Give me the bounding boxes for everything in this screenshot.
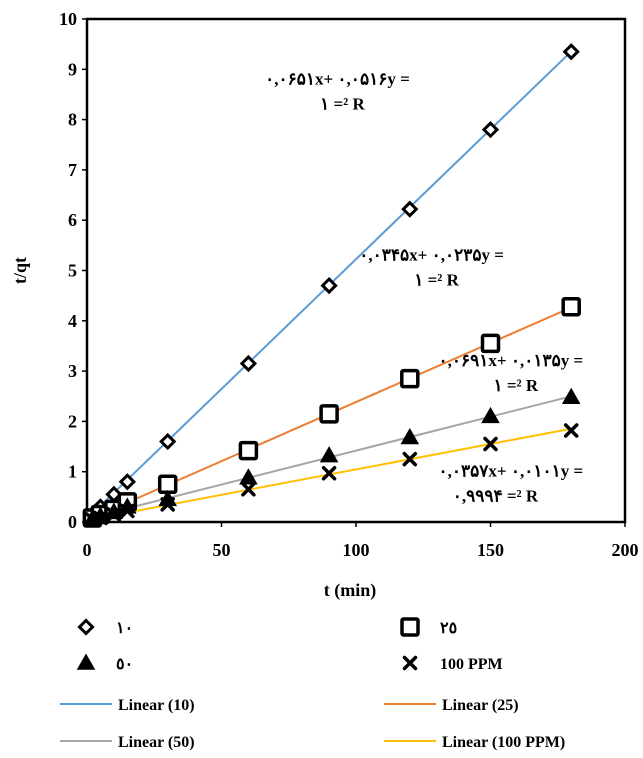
series-1-point [481, 121, 500, 139]
series-3-point [319, 446, 339, 463]
legend-marker-4 [402, 655, 418, 671]
x-tick-label: 0 [83, 540, 92, 560]
series-4-point [241, 482, 256, 497]
r2-annotation-2: ١ =² R [414, 270, 459, 289]
x-axis-title: t (min) [324, 580, 377, 601]
series-1-point [320, 276, 338, 295]
y-tick-label: 3 [68, 361, 77, 381]
legend-marker-1 [77, 618, 95, 636]
r2-annotation-1: ١ =² R [320, 94, 365, 113]
series-1-point [562, 43, 580, 61]
series-4-point [93, 510, 108, 526]
series-4-point [160, 497, 175, 512]
legend-marker-3 [76, 653, 96, 670]
legend-label-5: Linear (10) [118, 697, 195, 714]
series-4-point [563, 423, 579, 438]
legend-label-6: Linear (25) [442, 697, 519, 714]
series-1-point [118, 473, 136, 491]
legend-label-4: 100 PPM [440, 656, 503, 673]
series-3-point [239, 468, 258, 485]
series-2-point [561, 296, 581, 317]
r2-annotation-3: ١ =² R [493, 376, 538, 395]
series-4-point [402, 451, 418, 467]
series-1-point [239, 354, 258, 373]
y-tick-label: 9 [68, 59, 77, 79]
y-tick-label: 0 [68, 512, 77, 532]
y-tick-label: 2 [68, 411, 77, 431]
x-tick-label: 50 [213, 540, 231, 560]
legend-label-8: Linear (100 PPM) [442, 734, 565, 751]
legend-label-1: ١٠ [116, 620, 133, 637]
series-2-point [480, 333, 501, 354]
series-2-point [400, 368, 420, 389]
legend-label-7: Linear (50) [118, 734, 195, 751]
x-tick-label: 100 [343, 540, 370, 560]
y-tick-label: 6 [68, 210, 77, 230]
x-tick-label: 150 [477, 540, 504, 560]
series-4-point [106, 507, 122, 522]
y-tick-label: 7 [68, 160, 77, 180]
equation-annotation-2: ٠,٠٣۴۵x+ ٠,٠٢٣۵y = [359, 245, 504, 264]
series-3-point [561, 387, 581, 405]
legend-marker-2 [400, 617, 420, 637]
legend-label-2: ٢٥ [440, 620, 457, 637]
y-tick-label: 5 [68, 261, 77, 281]
series-2-point [319, 404, 339, 424]
equation-annotation-1: ٠,٠۶۵١x+ ٠,٠۵١۶y = [265, 69, 410, 88]
series-3-point [481, 406, 500, 424]
y-tick-label: 8 [68, 110, 77, 130]
series-4-point [483, 436, 498, 452]
y-tick-label: 1 [68, 462, 77, 482]
y-tick-label: 4 [68, 311, 77, 331]
legend-label-3: ٥٠ [116, 656, 133, 673]
y-axis-title: t/qt [10, 257, 30, 284]
equation-annotation-3: ٠,٠۶٩١x+ ٠,٠١٣۵y = [438, 351, 583, 370]
series-4-point [120, 503, 135, 519]
series-4-point [321, 465, 337, 481]
series-1-point [401, 200, 419, 218]
series-3-point [400, 427, 420, 445]
r2-annotation-4: ٠,٩٩٩۴ =² R [453, 487, 539, 506]
y-tick-label: 10 [59, 9, 77, 29]
x-tick-label: 200 [612, 540, 639, 560]
series-1-point [159, 432, 177, 451]
series-2-point [238, 440, 259, 461]
equation-annotation-4: ٠,٠٣۵٧x+ ٠,٠١٠١y = [438, 462, 583, 481]
